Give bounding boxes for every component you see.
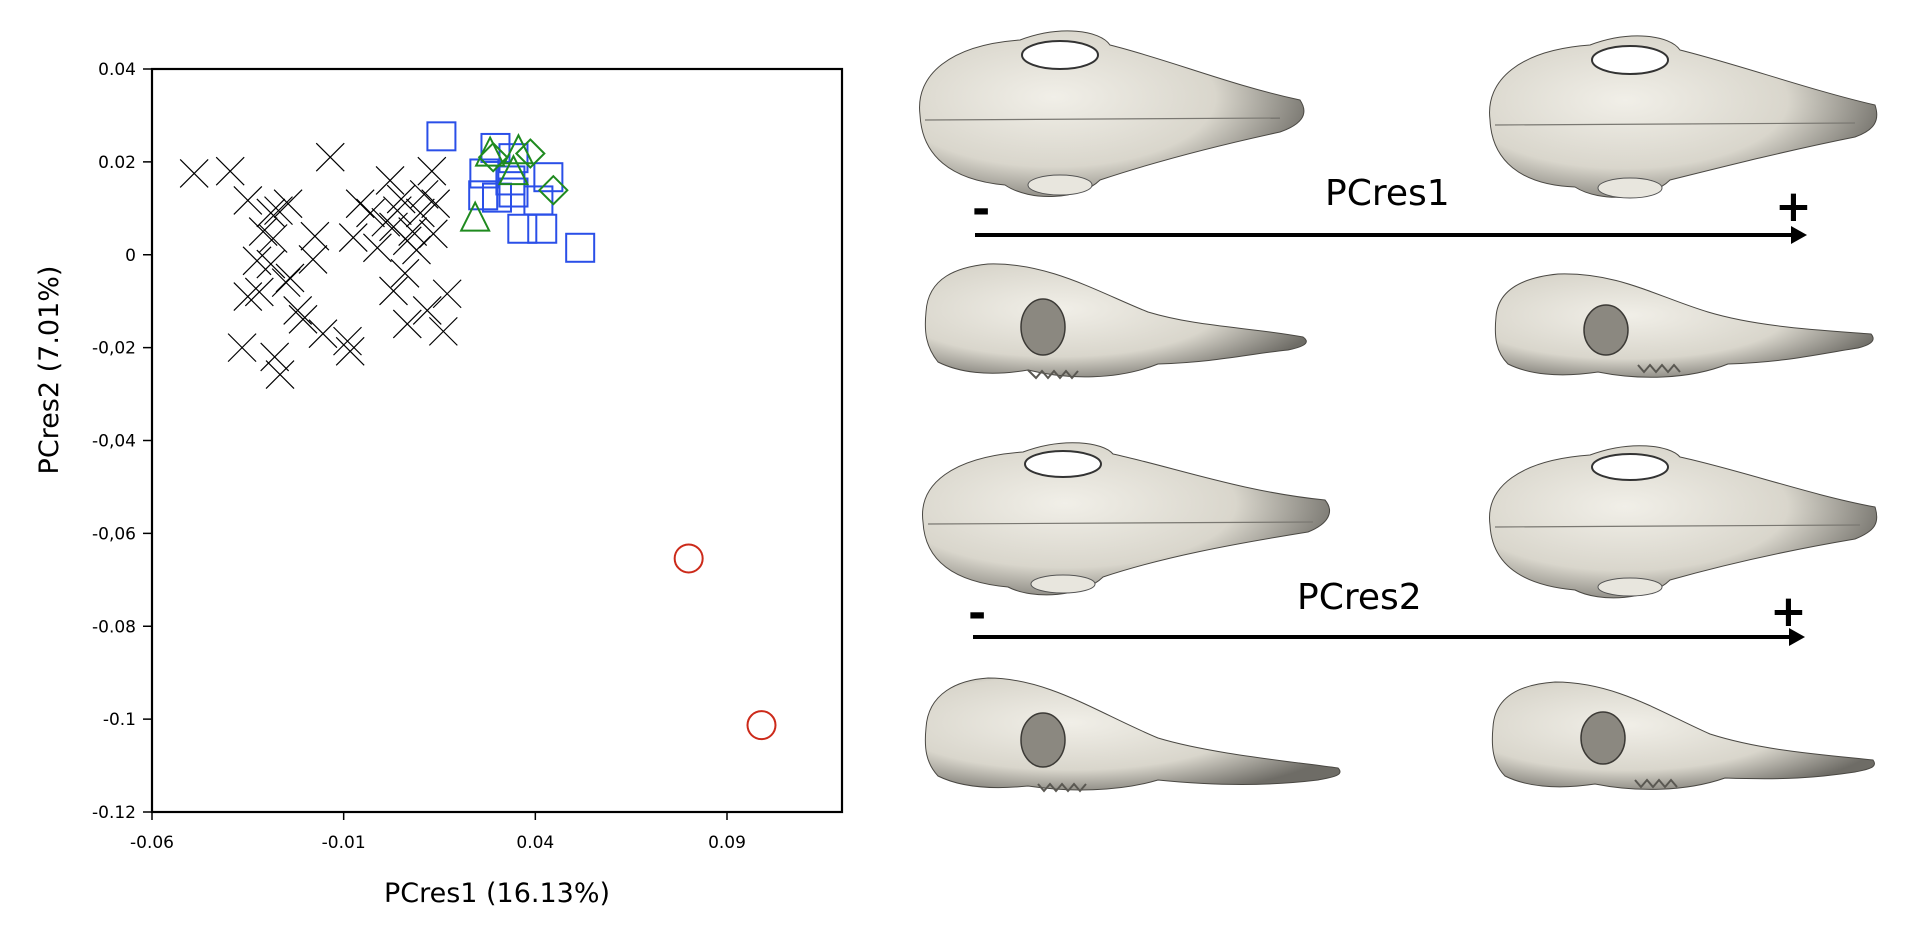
- pc1-label: PCres1: [1325, 173, 1450, 214]
- scatter-plot: 0.04 0.02 0 -0,02 -0,04 -0,06 -0.08 -0.1 -0.12 -…: [34, 60, 844, 909]
- point-x: [308, 319, 338, 349]
- y-tick-label: 0: [125, 246, 136, 266]
- point-square: [507, 213, 538, 244]
- point-x: [233, 185, 263, 215]
- y-tick-label: -0,06: [92, 524, 136, 544]
- point-x: [215, 156, 245, 186]
- y-tick-label: -0.12: [92, 803, 136, 823]
- point-circle: [673, 543, 704, 574]
- point-x: [356, 198, 385, 228]
- y-tick-label: -0.08: [92, 617, 136, 637]
- point-x: [392, 309, 422, 339]
- skull-dorsal-pc2-minus: [922, 442, 1330, 596]
- point-x: [258, 224, 288, 253]
- point-x: [405, 198, 435, 228]
- point-x: [288, 304, 318, 334]
- point-triangle: [459, 200, 491, 232]
- x-axis-title: PCres1 (16.13%): [384, 878, 610, 909]
- point-x: [283, 296, 313, 325]
- y-tick-label: -0,02: [92, 339, 136, 359]
- point-x: [432, 279, 462, 309]
- point-x: [398, 217, 428, 246]
- point-x: [362, 233, 392, 263]
- point-x: [179, 159, 209, 188]
- x-tick-label: -0.06: [130, 833, 174, 853]
- point-x: [265, 360, 295, 389]
- point-diamond: [477, 141, 509, 173]
- y-axis-ticks: 0.04 0.02 0 -0,02 -0,04 -0,06 -0.08 -0.1 -0.12: [92, 60, 152, 823]
- pc1-arrow: [975, 226, 1807, 244]
- point-x: [298, 244, 328, 274]
- point-x: [338, 223, 368, 252]
- point-triangle: [502, 133, 535, 165]
- x-axis-ticks: -0.06 -0.01 0.04 0.09: [130, 812, 746, 853]
- point-square: [565, 232, 596, 263]
- point-x: [315, 142, 345, 172]
- point-x: [264, 196, 293, 226]
- point-square: [480, 132, 511, 163]
- skull-lateral-pc2-plus: [1491, 681, 1875, 790]
- pc1-plus-sign: +: [1775, 181, 1812, 232]
- point-x: [335, 336, 365, 366]
- pc1-minus-sign: -: [972, 184, 991, 235]
- point-x: [333, 326, 362, 356]
- y-tick-label: 0.02: [98, 153, 136, 173]
- skull-lateral-pc1-plus: [1494, 273, 1874, 378]
- point-triangle: [474, 135, 506, 167]
- point-circle: [746, 710, 777, 741]
- pc2-plus-sign: +: [1770, 586, 1807, 637]
- y-tick-label: -0,04: [92, 432, 136, 452]
- point-square: [495, 165, 526, 196]
- point-diamond: [537, 174, 569, 206]
- pc2-arrow: [973, 628, 1805, 646]
- y-axis-title: PCres2 (7.01%): [34, 266, 65, 475]
- point-x: [256, 249, 286, 279]
- skull-dorsal-pc1-plus: [1489, 35, 1878, 199]
- point-x: [371, 207, 401, 237]
- point-x: [227, 333, 257, 363]
- data-points: [179, 121, 777, 741]
- point-x: [242, 246, 272, 276]
- x-tick-label: 0.09: [708, 833, 746, 853]
- pc2-minus-sign: -: [968, 588, 987, 639]
- y-tick-label: -0.1: [103, 710, 136, 730]
- point-triangle: [497, 153, 530, 186]
- point-x: [428, 316, 458, 346]
- skull-dorsal-pc2-plus: [1489, 445, 1878, 599]
- skull-dorsal-pc1-minus: [919, 30, 1305, 197]
- point-x: [421, 189, 451, 219]
- point-x: [345, 189, 375, 219]
- skull-lateral-pc2-minus: [924, 677, 1341, 793]
- x-tick-label: 0.04: [516, 833, 554, 853]
- point-x: [412, 296, 442, 325]
- point-x: [244, 277, 274, 307]
- pc2-label: PCres2: [1297, 577, 1422, 618]
- point-x: [379, 276, 408, 306]
- point-x: [390, 258, 420, 288]
- point-x: [256, 198, 286, 228]
- point-x: [402, 235, 431, 265]
- point-x: [260, 342, 290, 372]
- point-x: [248, 217, 278, 246]
- point-square: [469, 158, 500, 189]
- point-x: [417, 156, 447, 186]
- point-x: [409, 179, 439, 209]
- point-square: [426, 121, 457, 152]
- point-square: [498, 177, 529, 208]
- point-square: [527, 213, 558, 244]
- point-x: [300, 221, 330, 251]
- point-x: [273, 189, 303, 219]
- x-tick-label: -0.01: [322, 833, 366, 853]
- point-x: [375, 166, 405, 195]
- point-square: [533, 162, 564, 193]
- point-x: [233, 282, 263, 311]
- y-tick-label: 0.04: [98, 60, 136, 80]
- point-diamond: [514, 138, 546, 169]
- skull-lateral-pc1-minus: [924, 263, 1307, 380]
- point-x: [275, 263, 305, 293]
